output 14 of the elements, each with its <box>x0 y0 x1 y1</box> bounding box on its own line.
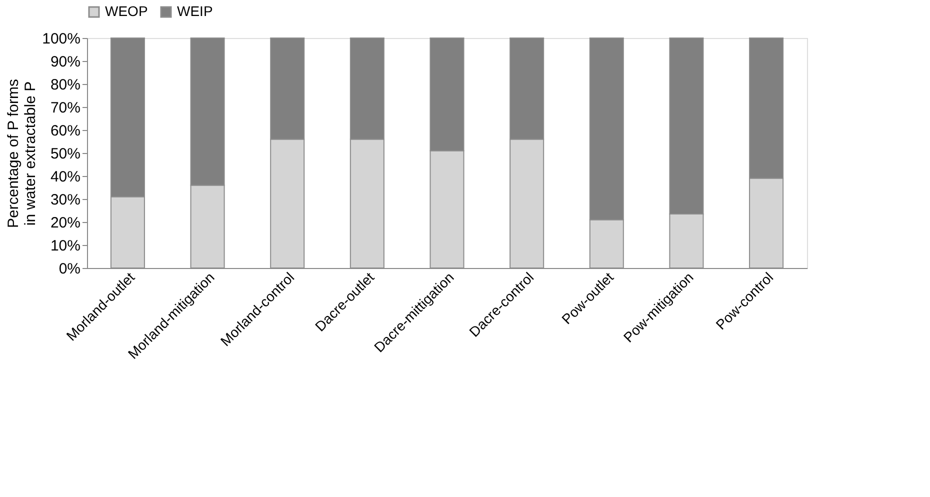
y-tick-label: 80% <box>50 76 80 94</box>
legend-label: WEOP <box>105 3 148 19</box>
y-axis-title: Percentage of P forms in water extractable P <box>5 79 40 228</box>
y-tick-label: 70% <box>50 100 80 116</box>
y-tick-label: 90% <box>50 54 80 70</box>
y-tick-label: 10% <box>50 238 80 254</box>
y-tick-label: 60% <box>50 122 80 140</box>
y-tick-label: 0% <box>58 260 80 278</box>
y-tick-label: 20% <box>50 214 80 232</box>
legend-label: WEIP <box>177 3 213 19</box>
y-tick-label: 30% <box>50 192 80 208</box>
y-tick-label: 100% <box>42 30 80 48</box>
y-tick-label: 40% <box>50 168 80 186</box>
y-tick-label: 50% <box>50 146 80 162</box>
